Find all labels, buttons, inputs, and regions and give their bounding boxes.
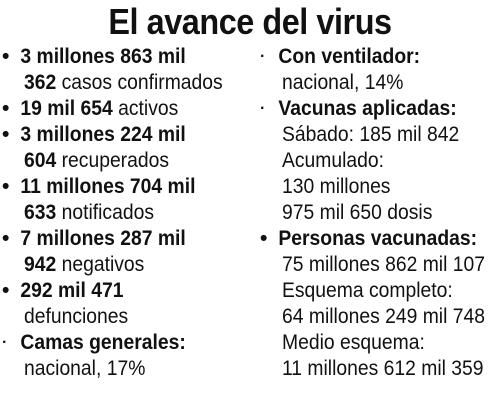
stat-label: 64 millones 249 mil 748 bbox=[282, 305, 485, 328]
stat-line: nacional, 14% bbox=[260, 70, 500, 96]
stat-recuperados: • 3 millones 224 mil bbox=[2, 122, 252, 148]
stat-value: 292 mil 471 bbox=[20, 279, 124, 302]
stat-value: 19 mil 654 bbox=[20, 97, 113, 120]
stat-line: Medio esquema: bbox=[260, 330, 500, 356]
bullet-icon: · bbox=[260, 100, 266, 117]
headline: El avance del virus bbox=[108, 1, 392, 42]
stat-line: 604 recuperados bbox=[2, 148, 252, 174]
stat-label: negativos bbox=[56, 253, 145, 276]
bullet-icon: • bbox=[2, 175, 10, 198]
bullet-icon: • bbox=[2, 45, 10, 68]
stat-ventilador: · Con ventilador: bbox=[260, 44, 500, 70]
stat-value: 942 bbox=[24, 253, 57, 276]
stat-line: 942 negativos bbox=[2, 252, 252, 278]
bullet-icon: · bbox=[260, 48, 266, 65]
stats-left-column: • 3 millones 863 mil 362 casos confirmad… bbox=[2, 44, 252, 382]
stat-vacunas-aplicadas: · Vacunas aplicadas: bbox=[260, 96, 500, 122]
stat-line: 130 millones bbox=[260, 174, 500, 200]
stat-label: nacional, 14% bbox=[282, 71, 404, 94]
bullet-icon: • bbox=[2, 227, 10, 250]
stat-heading: Camas generales: bbox=[20, 331, 186, 354]
stat-label: activos bbox=[112, 97, 179, 120]
stat-label: Acumulado: bbox=[282, 149, 385, 172]
stat-heading: Con ventilador: bbox=[278, 45, 421, 68]
bullet-icon: • bbox=[2, 123, 10, 146]
stat-camas-generales: · Camas generales: bbox=[2, 330, 252, 356]
stat-label: 130 millones bbox=[282, 175, 391, 198]
stat-line: 11 millones 612 mil 359 bbox=[260, 356, 500, 382]
stat-label: 975 mil 650 dosis bbox=[282, 201, 433, 224]
stat-label: 11 millones 612 mil 359 bbox=[282, 357, 484, 380]
stat-personas-vacunadas: • Personas vacunadas: bbox=[260, 226, 500, 252]
stat-value: 3 millones 224 mil bbox=[20, 123, 186, 146]
bullet-icon: · bbox=[2, 334, 8, 351]
stat-heading: Vacunas aplicadas: bbox=[278, 97, 457, 120]
stat-value: 3 millones 863 mil bbox=[20, 45, 186, 68]
bullet-icon: • bbox=[260, 227, 268, 250]
stat-label: Sábado: 185 mil 842 bbox=[282, 123, 460, 146]
stat-line: 633 notificados bbox=[2, 200, 252, 226]
stat-label: 75 millones 862 mil 107 bbox=[282, 253, 485, 276]
stat-line: Esquema completo: bbox=[260, 278, 500, 304]
stat-label: Medio esquema: bbox=[282, 331, 425, 354]
stat-value: 633 bbox=[24, 201, 57, 224]
stat-value: 604 bbox=[24, 149, 57, 172]
stat-value: 362 bbox=[24, 71, 57, 94]
stat-line: defunciones bbox=[2, 304, 252, 330]
stat-line: 64 millones 249 mil 748 bbox=[260, 304, 500, 330]
stat-line: 75 millones 862 mil 107 bbox=[260, 252, 500, 278]
stat-heading: Personas vacunadas: bbox=[278, 227, 478, 250]
stat-value: 11 millones 704 mil bbox=[20, 175, 196, 198]
stat-label: casos confirmados bbox=[56, 71, 223, 94]
stat-confirmados: • 3 millones 863 mil bbox=[2, 44, 252, 70]
stat-line: nacional, 17% bbox=[2, 356, 252, 382]
stat-negativos: • 7 millones 287 mil bbox=[2, 226, 252, 252]
bullet-icon: • bbox=[2, 97, 10, 120]
stat-line: 362 casos confirmados bbox=[2, 70, 252, 96]
stat-activos: • 19 mil 654 activos bbox=[2, 96, 252, 122]
stat-line: Sábado: 185 mil 842 bbox=[260, 122, 500, 148]
stat-label: notificados bbox=[56, 201, 154, 224]
stat-label: defunciones bbox=[24, 305, 129, 328]
stat-label: recuperados bbox=[56, 149, 170, 172]
stat-value: 7 millones 287 mil bbox=[20, 227, 186, 250]
stat-notificados: • 11 millones 704 mil bbox=[2, 174, 252, 200]
stat-label: Esquema completo: bbox=[282, 279, 453, 302]
stat-defunciones: • 292 mil 471 bbox=[2, 278, 252, 304]
stat-line: 975 mil 650 dosis bbox=[260, 200, 500, 226]
stat-line: Acumulado: bbox=[260, 148, 500, 174]
bullet-icon: • bbox=[2, 279, 10, 302]
stat-label: nacional, 17% bbox=[24, 357, 146, 380]
stats-right-column: · Con ventilador: nacional, 14% · Vacuna… bbox=[260, 44, 500, 382]
